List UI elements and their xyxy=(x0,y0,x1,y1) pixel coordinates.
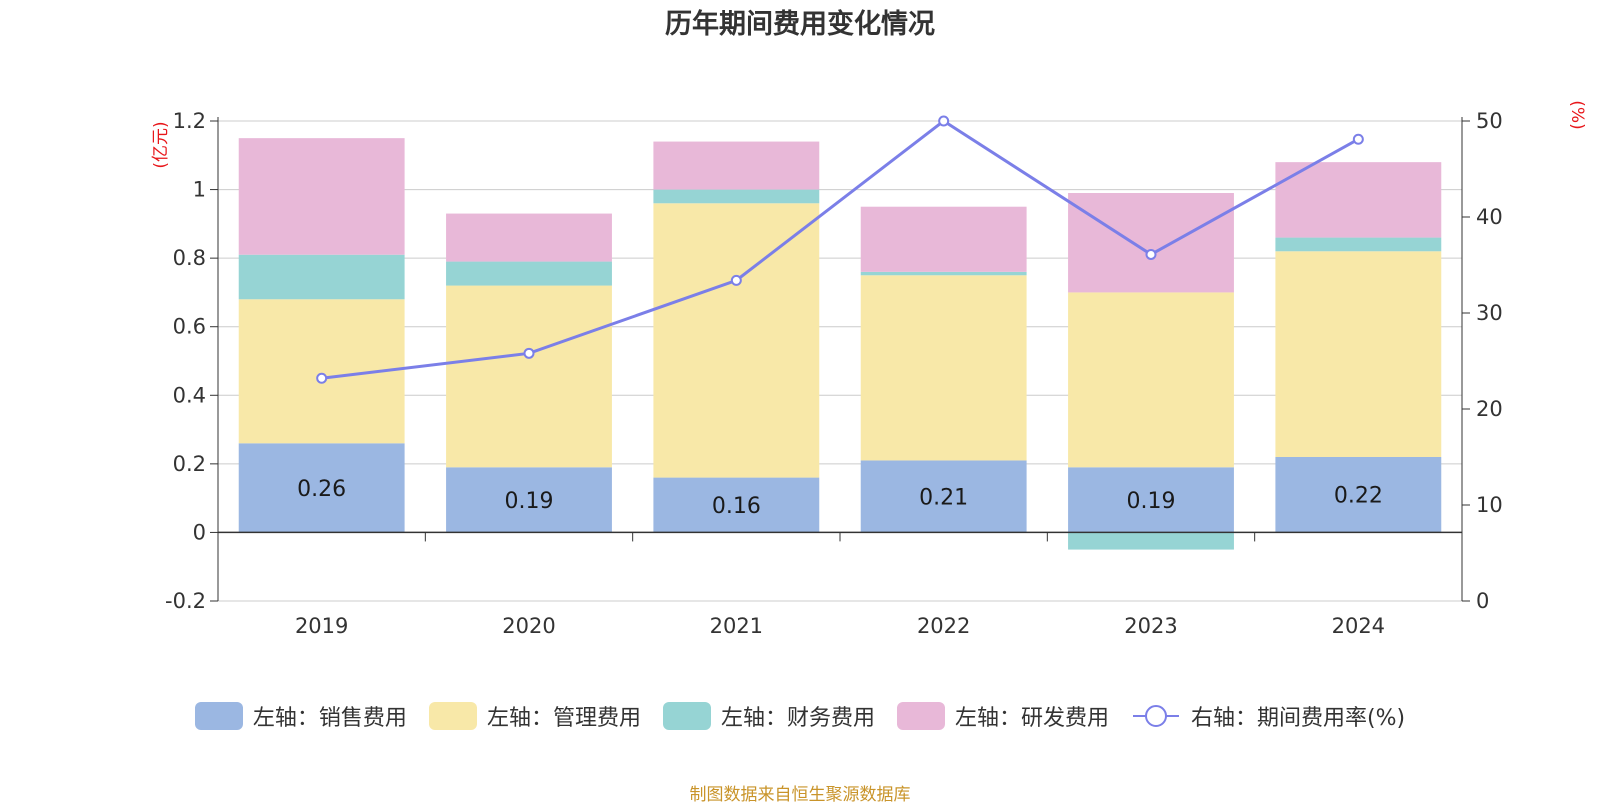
right-axis-tick-label: 0 xyxy=(1476,589,1489,613)
legend-item-sales[interactable]: 左轴：销售费用 xyxy=(194,700,407,732)
chart-title: 历年期间费用变化情况 xyxy=(665,9,935,40)
left-axis-tick-label: 0.2 xyxy=(173,452,206,476)
left-axis-tick-label: 0 xyxy=(193,520,206,544)
legend-line-marker-icon xyxy=(1132,705,1179,727)
x-axis-tick-label: 2019 xyxy=(295,614,348,638)
bar-rnd-2024 xyxy=(1275,162,1442,238)
bar-sales-2022 xyxy=(860,460,1027,533)
legend-item-rate_line[interactable]: 右轴：期间费用率(%) xyxy=(1131,700,1405,732)
left-axis-tick-label: 0.8 xyxy=(173,246,206,270)
bar-admin-2023 xyxy=(1068,292,1234,468)
data-label-sales-2023: 0.19 xyxy=(1127,489,1176,514)
rate-point-2024 xyxy=(1352,133,1364,145)
data-label-sales-2024: 0.22 xyxy=(1334,484,1383,509)
bar-admin-2020 xyxy=(446,285,612,468)
data-labels: 0.26 0.19 0.16 0.21 0.19 0.22 xyxy=(297,477,1383,519)
bar-finance-2023 xyxy=(1068,532,1234,550)
x-axis-tick-label: 2021 xyxy=(710,614,763,638)
legend-swatch-icon xyxy=(662,702,711,730)
rate-line-series xyxy=(316,115,1364,384)
bar-sales-2024 xyxy=(1275,457,1442,533)
bar-admin-2022 xyxy=(860,275,1027,461)
axes: -0.2 0 0.2 0.4 0.6 0.8 1 1.2 0 10 20 30 40 50 2019 2020… xyxy=(165,109,1503,638)
legend-label: 左轴：财务费用 xyxy=(720,706,875,731)
x-axis-tick-label: 2023 xyxy=(1124,614,1177,638)
bar-admin-2021 xyxy=(653,203,820,478)
right-axis-tick-label: 10 xyxy=(1476,493,1503,517)
legend-swatch-icon xyxy=(896,702,945,730)
bar-finance-2022 xyxy=(860,271,1027,276)
bar-finance-2019 xyxy=(238,254,405,300)
legend-swatch-icon xyxy=(194,702,243,730)
legend: 左轴：销售费用 左轴：管理费用 左轴：财务费用 左轴：研发费用 右轴：期间费用率(%) xyxy=(0,700,1600,732)
left-axis-tick-label: 1 xyxy=(193,178,206,202)
legend-label: 右轴：期间费用率(%) xyxy=(1190,706,1406,731)
grid-lines xyxy=(218,120,1462,602)
bar-finance-2020 xyxy=(446,261,612,286)
bar-rnd-2023 xyxy=(1068,193,1234,293)
rate-point-2022 xyxy=(938,115,950,127)
bar-rnd-2020 xyxy=(446,213,612,262)
x-axis-tick-label: 2020 xyxy=(502,614,555,638)
right-axis-tick-label: 30 xyxy=(1476,301,1503,325)
left-axis-tick-label: -0.2 xyxy=(165,589,206,613)
source-note: 制图数据来自恒生聚源数据库 xyxy=(689,785,911,805)
data-label-sales-2022: 0.21 xyxy=(919,485,968,510)
left-axis-tick-label: 0.6 xyxy=(173,315,206,339)
bar-finance-2024 xyxy=(1275,237,1442,252)
right-axis-tick-label: 50 xyxy=(1476,109,1503,133)
data-label-sales-2020: 0.19 xyxy=(505,489,554,514)
legend-item-rnd[interactable]: 左轴：研发费用 xyxy=(896,700,1109,732)
rate-point-2021 xyxy=(730,274,742,286)
bar-rnd-2019 xyxy=(238,138,405,255)
left-axis-tick-label: 1.2 xyxy=(173,109,206,133)
x-axis-tick-label: 2022 xyxy=(917,614,970,638)
bar-sales-2019 xyxy=(238,443,405,533)
bar-series xyxy=(238,138,1442,550)
legend-label: 左轴：管理费用 xyxy=(486,706,641,731)
bar-admin-2024 xyxy=(1275,251,1442,457)
legend-item-admin[interactable]: 左轴：管理费用 xyxy=(428,700,641,732)
legend-item-finance[interactable]: 左轴：财务费用 xyxy=(662,700,875,732)
left-axis-unit: (亿元) xyxy=(151,121,171,168)
rate-line xyxy=(321,119,1360,380)
right-axis-tick-label: 40 xyxy=(1476,205,1503,229)
bar-sales-2020 xyxy=(446,467,612,533)
bar-rnd-2021 xyxy=(653,141,820,190)
right-axis-tick-label: 20 xyxy=(1476,397,1503,421)
legend-label: 左轴：研发费用 xyxy=(954,706,1109,731)
x-axis-tick-label: 2024 xyxy=(1332,614,1385,638)
legend-label: 左轴：销售费用 xyxy=(252,706,407,731)
bar-sales-2021 xyxy=(653,477,820,533)
left-axis-tick-label: 0.4 xyxy=(173,383,206,407)
data-label-sales-2021: 0.16 xyxy=(712,494,761,519)
data-label-sales-2019: 0.26 xyxy=(297,477,346,502)
bar-finance-2021 xyxy=(653,189,820,204)
right-axis-unit: (%) xyxy=(1567,100,1587,129)
rate-point-2020 xyxy=(523,347,535,359)
legend-swatch-icon xyxy=(428,702,477,730)
bar-rnd-2022 xyxy=(860,206,1027,272)
rate-point-2023 xyxy=(1145,248,1157,260)
rate-point-2019 xyxy=(316,372,328,384)
bar-sales-2023 xyxy=(1068,467,1234,533)
